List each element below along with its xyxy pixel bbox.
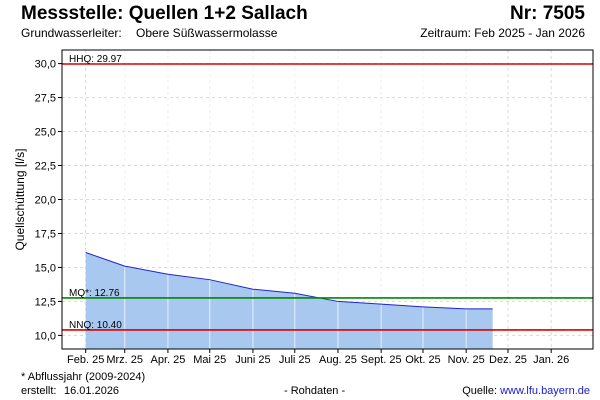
x-tick-label: Dez. 25 bbox=[489, 354, 527, 366]
x-tick-label: Nov. 25 bbox=[448, 354, 485, 366]
x-tick-label: Juni 25 bbox=[235, 354, 270, 366]
aquifer-value: Obere Süßwassermolasse bbox=[136, 26, 278, 40]
x-tick-label: Mrz. 25 bbox=[106, 354, 143, 366]
axis-ticks: 30,0 27,5 25,0 22,5 20,0 17,5 15,0 12,5 10,0 Feb.… bbox=[35, 59, 570, 366]
y-tick-label: 20,0 bbox=[35, 195, 56, 207]
x-tick-label: Okt. 25 bbox=[405, 354, 440, 366]
y-axis-label: Quellschüttung [l/s] bbox=[13, 148, 27, 250]
series-area bbox=[85, 50, 493, 349]
reference-line-label: HHQ: 29.97 bbox=[69, 54, 122, 65]
y-tick-label: 22,5 bbox=[35, 161, 56, 173]
series-line bbox=[85, 252, 493, 310]
x-tick-label: Feb. 25 bbox=[67, 354, 104, 366]
y-tick-label: 10,0 bbox=[35, 330, 56, 342]
x-tick-label: Apr. 25 bbox=[150, 354, 185, 366]
y-tick-label: 17,5 bbox=[35, 228, 56, 240]
footnote: * Abflussjahr (2009-2024) bbox=[21, 371, 146, 383]
source: Quelle: www.lfu.bayern.de bbox=[462, 385, 590, 397]
y-tick-label: 27,5 bbox=[35, 93, 56, 105]
created-label: erstellt: bbox=[21, 385, 57, 397]
reference-lines: HHQ: 29.97 MQ*: 12.76 NNQ: 10.40 bbox=[62, 54, 593, 331]
series-area-fill bbox=[85, 252, 493, 349]
x-tick-label: Juli 25 bbox=[279, 354, 311, 366]
x-tick-label: Mai 25 bbox=[193, 354, 226, 366]
y-tick-label: 12,5 bbox=[35, 296, 56, 308]
y-tick-label: 30,0 bbox=[35, 59, 56, 71]
period-label: Zeitraum: Feb 2025 - Jan 2026 bbox=[420, 26, 585, 40]
plot-frame bbox=[61, 49, 594, 350]
raw-data-note: - Rohdaten - bbox=[284, 385, 346, 397]
y-tick-label: 15,0 bbox=[35, 262, 56, 274]
y-tick-label: 25,0 bbox=[35, 127, 56, 139]
source-link[interactable]: www.lfu.bayern.de bbox=[500, 385, 590, 397]
created-date: 16.01.2026 bbox=[64, 385, 120, 397]
x-tick-label: Sept. 25 bbox=[361, 354, 402, 366]
station-number: Nr: 7505 bbox=[510, 3, 585, 24]
reference-line-label: MQ*: 12.76 bbox=[69, 288, 120, 299]
x-tick-label: Jan. 26 bbox=[533, 354, 569, 366]
chart-title: Messstelle: Quellen 1+2 Sallach bbox=[21, 3, 308, 24]
aquifer-label: Grundwasserleiter: bbox=[21, 26, 122, 40]
source-label: Quelle: bbox=[462, 385, 498, 397]
x-tick-label: Aug. 25 bbox=[319, 354, 357, 366]
reference-line-label: NNQ: 10.40 bbox=[69, 320, 122, 331]
